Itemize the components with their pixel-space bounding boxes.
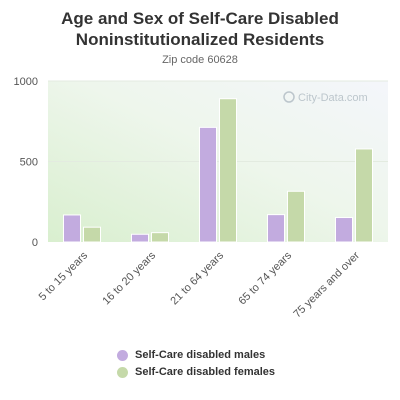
y-tick-label: 500	[20, 157, 38, 169]
chart-title: Age and Sex of Self-Care Disabled Nonins…	[61, 9, 339, 49]
bar-males[interactable]	[267, 214, 285, 243]
x-tick-label: 5 to 15 years	[37, 249, 91, 303]
watermark: City-Data.com	[283, 91, 368, 104]
bar-females[interactable]	[151, 232, 169, 243]
watermark-icon	[283, 91, 295, 103]
legend-swatch-females	[117, 366, 128, 378]
bar-males[interactable]	[199, 126, 217, 243]
bar-females[interactable]	[219, 98, 237, 243]
legend-label-females: Self-Care disabled females	[135, 366, 276, 378]
bar-males[interactable]	[63, 214, 81, 243]
bar-females[interactable]	[287, 190, 305, 243]
legend-swatch-males	[117, 349, 128, 361]
x-tick-label: 21 to 64 years	[168, 249, 226, 307]
legend-label-males: Self-Care disabled males	[135, 349, 266, 361]
x-tick-label: 75 years and over	[291, 249, 362, 320]
bar-females[interactable]	[83, 226, 101, 243]
legend-item-males: Self-Care disabled males	[117, 348, 265, 362]
chart-subtitle: Zip code 60628	[162, 54, 238, 66]
legend-item-females: Self-Care disabled females	[117, 365, 275, 379]
x-tick-label: 16 to 20 years	[100, 249, 158, 307]
x-tick-label: 65 to 74 years	[236, 249, 294, 307]
bar-females[interactable]	[355, 148, 373, 243]
bar-males[interactable]	[335, 217, 353, 243]
y-tick-label: 0	[32, 237, 38, 249]
watermark-text: City-Data.com	[298, 92, 368, 104]
bar-males[interactable]	[131, 233, 149, 243]
y-tick-label: 1000	[14, 76, 38, 88]
